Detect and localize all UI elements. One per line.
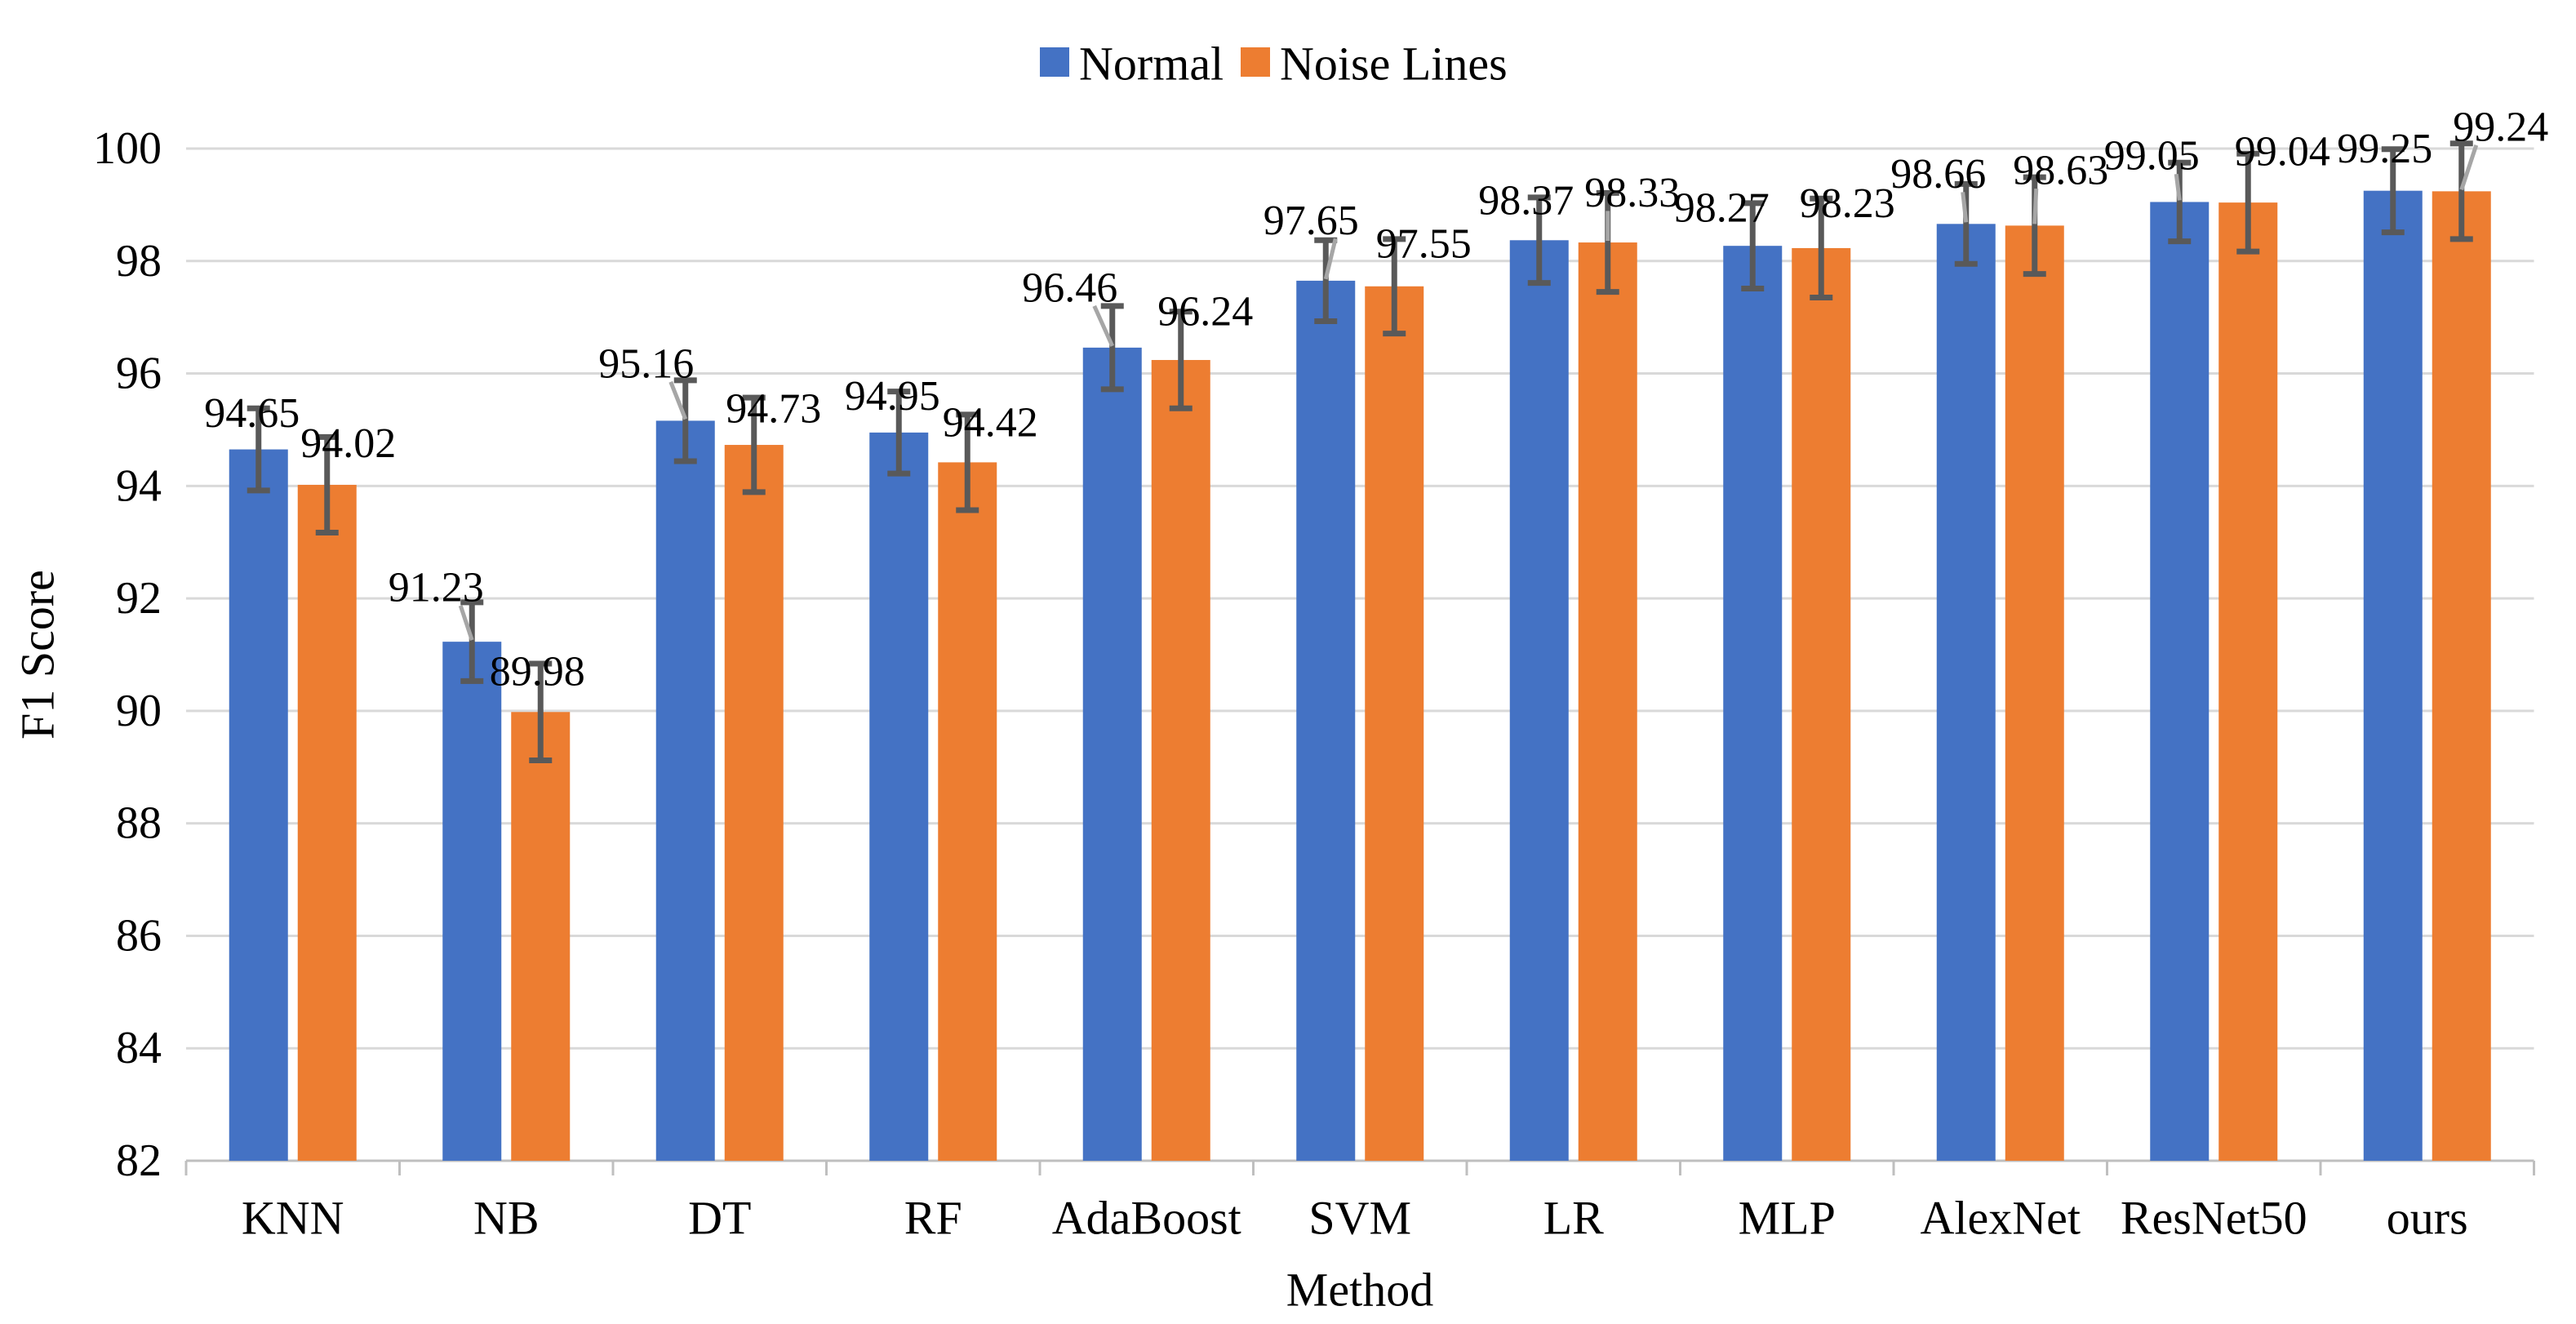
bar-noise-lines-AlexNet: [2005, 225, 2064, 1161]
x-axis-category-label: AdaBoost: [1052, 1192, 1241, 1245]
bar-value-label: 97.65: [1264, 198, 1359, 244]
bar-normal-AdaBoost: [1082, 347, 1142, 1161]
y-axis-title: F1 Score: [11, 570, 64, 740]
legend-label-noise-lines: Noise Lines: [1280, 38, 1508, 91]
bar-normal-RF: [869, 432, 929, 1161]
bar-value-label: 99.25: [2337, 126, 2432, 172]
label-leader-line: [2174, 173, 2182, 201]
y-axis-tick-label: 82: [116, 1135, 162, 1186]
y-axis-tick-label: 98: [116, 236, 162, 287]
bar-value-label: 98.63: [2013, 148, 2108, 194]
bar-value-label: 98.33: [1584, 170, 1680, 216]
legend-swatch-normal: [1040, 47, 1069, 77]
x-axis-category-label: NB: [473, 1192, 540, 1245]
bar-value-label: 98.27: [1674, 184, 1770, 231]
x-axis-category-label: MLP: [1739, 1192, 1836, 1245]
bar-value-label: 95.16: [598, 340, 694, 387]
bar-noise-lines-SVM: [1365, 286, 1424, 1161]
bar-value-label: 96.46: [1022, 264, 1117, 311]
bars-layer: [229, 190, 2491, 1162]
bar-normal-KNN: [229, 449, 288, 1161]
x-axis-category-label: KNN: [242, 1192, 344, 1245]
legend: Normal Noise Lines: [1040, 38, 1508, 91]
label-leader-line: [1323, 238, 1338, 280]
bar-value-label: 94.65: [204, 390, 300, 437]
gridlines-layer: [186, 147, 2534, 1162]
bar-noise-lines-DT: [724, 445, 784, 1161]
bar-value-label: 99.24: [2453, 104, 2548, 150]
bar-value-label: 94.42: [943, 399, 1038, 446]
bar-noise-lines-MLP: [1792, 247, 1851, 1161]
legend-label-normal: Normal: [1079, 38, 1224, 91]
y-axis-tick-label: 88: [116, 798, 162, 849]
bar-normal-ours: [2363, 190, 2423, 1162]
bar-noise-lines-ResNet50: [2218, 202, 2278, 1162]
y-axis-tick-label: 94: [116, 460, 162, 511]
x-axis-category-label: AlexNet: [1921, 1192, 2081, 1245]
bar-normal-SVM: [1296, 280, 1356, 1161]
bar-normal-NB: [442, 642, 502, 1161]
error-bars-layer: [246, 140, 2473, 764]
bar-value-label: 98.37: [1478, 177, 1574, 224]
bar-noise-lines-LR: [1578, 242, 1637, 1161]
label-leader-line: [1092, 304, 1115, 347]
bar-normal-AlexNet: [1936, 224, 1996, 1162]
bar-noise-lines-KNN: [297, 484, 357, 1161]
bar-value-label: 98.66: [1890, 151, 1986, 198]
label-leader-line: [2032, 189, 2039, 224]
x-axis-category-label: SVM: [1308, 1192, 1411, 1245]
x-axis-category-label: ResNet50: [2121, 1192, 2307, 1245]
x-axis-category-label: LR: [1543, 1192, 1604, 1245]
bar-normal-MLP: [1723, 246, 1783, 1162]
leader-lines-layer: [458, 144, 2479, 641]
label-leader-line: [2459, 144, 2479, 191]
label-leader-line: [458, 605, 474, 641]
y-axis-tick-label: 86: [116, 910, 162, 961]
axis-layer: 82 84 86 88 90 92 94 96 98 100 KNN NB DT RF AdaBoost SV…: [93, 123, 2535, 1245]
bar-value-label: 91.23: [389, 564, 484, 611]
bar-value-label: 99.04: [2235, 129, 2330, 175]
bar-noise-lines-AdaBoost: [1151, 360, 1210, 1161]
x-axis-category-label: ours: [2387, 1192, 2468, 1245]
x-axis-category-label: DT: [688, 1192, 751, 1245]
bar-value-label: 96.24: [1157, 288, 1253, 335]
bar-noise-lines-RF: [938, 462, 997, 1161]
bar-normal-LR: [1509, 240, 1569, 1162]
bar-value-label: 99.05: [2104, 133, 2200, 180]
bar-noise-lines-NB: [511, 712, 571, 1161]
label-leader-line: [1961, 192, 1969, 223]
bar-noise-lines-ours: [2432, 191, 2491, 1161]
bar-normal-ResNet50: [2150, 202, 2210, 1161]
label-leader-line: [668, 380, 688, 420]
value-labels-layer: 94.65 91.23 95.16 94.95 96.46 97.65 98.37 98.27…: [204, 104, 2548, 695]
bar-value-label: 97.55: [1376, 220, 1472, 267]
bar-value-label: 98.23: [1800, 180, 1895, 227]
y-axis-tick-label: 100: [93, 123, 162, 174]
legend-swatch-noise-lines: [1241, 47, 1270, 77]
bar-value-label: 94.95: [845, 373, 940, 420]
y-axis-tick-label: 84: [116, 1023, 162, 1073]
bar-value-label: 89.98: [490, 649, 585, 695]
y-axis-tick-label: 96: [116, 349, 162, 399]
bar-value-label: 94.73: [726, 386, 821, 433]
y-axis-tick-label: 92: [116, 573, 162, 624]
x-axis-category-label: RF: [904, 1192, 962, 1245]
y-axis-tick-label: 90: [116, 686, 162, 736]
bar-normal-DT: [655, 420, 715, 1161]
bar-value-label: 94.02: [300, 420, 396, 467]
x-axis-title: Method: [1286, 1264, 1433, 1317]
